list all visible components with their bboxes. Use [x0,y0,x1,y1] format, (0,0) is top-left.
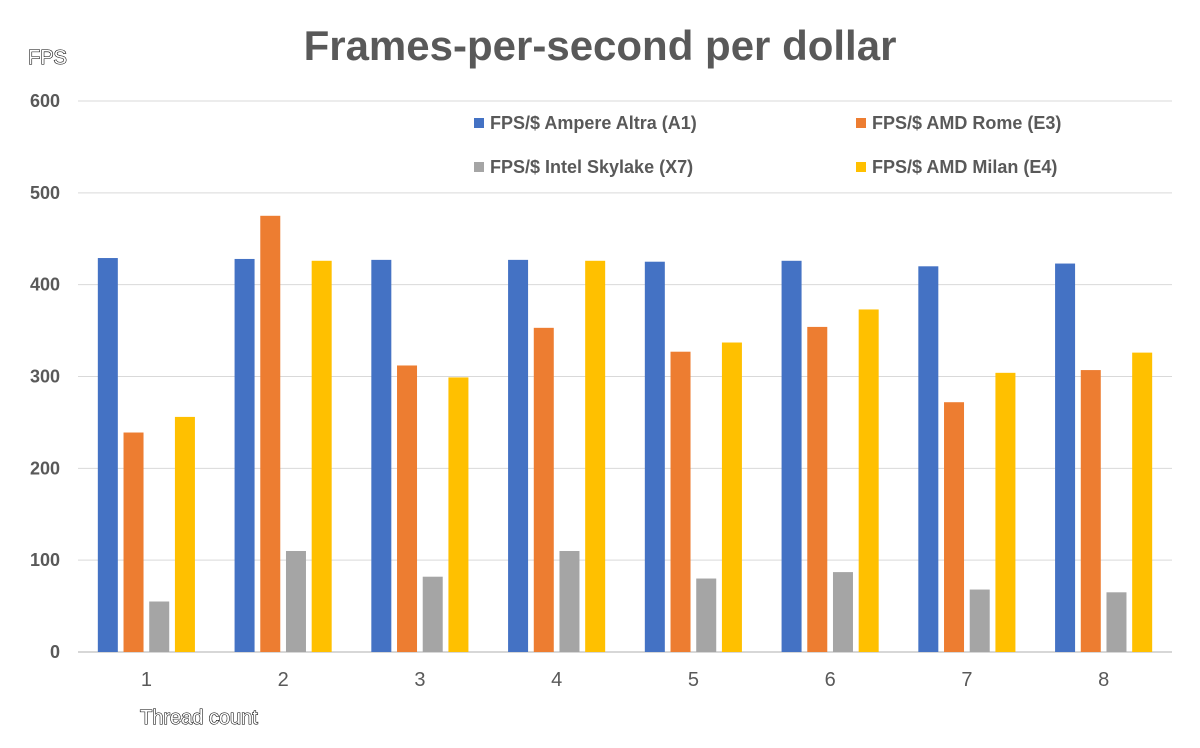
bar-series-0-cat-2 [371,259,392,652]
bar-series-2-cat-2 [422,576,443,652]
bar-series-3-cat-0 [174,416,195,652]
legend-label: FPS/$ AMD Milan (E4) [872,157,1057,177]
bar-series-1-cat-1 [260,215,281,652]
x-axis-label: Thread count [140,707,258,729]
x-tick-label: 8 [1098,669,1109,691]
chart-title: Frames-per-second per dollar [304,22,897,69]
legend-label: FPS/$ AMD Rome (E3) [872,113,1061,133]
legend-label: FPS/$ Ampere Altra (A1) [490,113,697,133]
y-tick-label: 500 [30,183,60,203]
y-tick-label: 100 [30,550,60,570]
y-axis-ticks: 0 100 200 300 400 500 600 [30,91,60,662]
y-tick-label: 200 [30,458,60,478]
bar-series-2-cat-6 [969,589,990,652]
bar-series-1-cat-3 [533,327,554,652]
bar-series-1-cat-4 [670,351,691,652]
legend-swatch [856,118,866,128]
x-tick-label: 4 [551,669,562,691]
bar-series-2-cat-7 [1106,592,1127,652]
bar-series-2-cat-1 [285,550,306,652]
bar-series-2-cat-0 [149,601,170,652]
bar-series-3-cat-1 [311,260,332,652]
bar-series-0-cat-6 [918,266,939,652]
legend-item: FPS/$ AMD Rome (E3) [856,113,1061,133]
legend-item: FPS/$ Ampere Altra (A1) [474,113,697,133]
bars [97,215,1153,652]
bar-series-0-cat-5 [781,260,802,652]
bar-series-0-cat-1 [234,258,255,652]
bar-series-3-cat-6 [995,372,1016,652]
legend-item: FPS/$ AMD Milan (E4) [856,157,1057,177]
bar-series-1-cat-0 [123,432,144,652]
x-tick-label: 7 [961,669,972,691]
legend-swatch [474,118,484,128]
x-tick-label: 6 [825,669,836,691]
bar-series-3-cat-5 [858,309,879,652]
legend-swatch [474,162,484,172]
legend-item: FPS/$ Intel Skylake (X7) [474,157,693,177]
bar-series-3-cat-2 [448,377,469,652]
bar-series-0-cat-4 [644,261,665,652]
y-axis-label: FPS [28,47,67,69]
bar-series-1-cat-6 [944,402,965,652]
bar-series-3-cat-3 [585,260,606,652]
y-tick-label: 600 [30,91,60,111]
x-tick-label: 1 [141,669,152,691]
bar-series-1-cat-2 [397,365,418,652]
bar-series-0-cat-0 [97,258,118,652]
bar-series-2-cat-4 [696,578,717,652]
x-axis-ticks: 1 2 3 4 5 6 7 8 [141,669,1109,691]
x-tick-label: 3 [414,669,425,691]
y-tick-label: 300 [30,367,60,387]
x-tick-label: 5 [688,669,699,691]
legend: FPS/$ Ampere Altra (A1) FPS/$ AMD Rome (E… [474,113,1061,177]
bar-series-0-cat-7 [1055,263,1076,652]
legend-swatch [856,162,866,172]
bar-series-1-cat-5 [807,326,828,652]
y-tick-label: 400 [30,275,60,295]
bar-series-2-cat-3 [559,550,580,652]
bar-series-3-cat-4 [721,342,742,652]
bar-series-2-cat-5 [832,572,853,652]
legend-label: FPS/$ Intel Skylake (X7) [490,157,693,177]
bar-series-1-cat-7 [1080,370,1101,652]
x-tick-label: 2 [278,669,289,691]
bar-series-3-cat-7 [1132,352,1153,652]
bar-series-0-cat-3 [508,259,529,652]
y-tick-label: 0 [50,642,60,662]
